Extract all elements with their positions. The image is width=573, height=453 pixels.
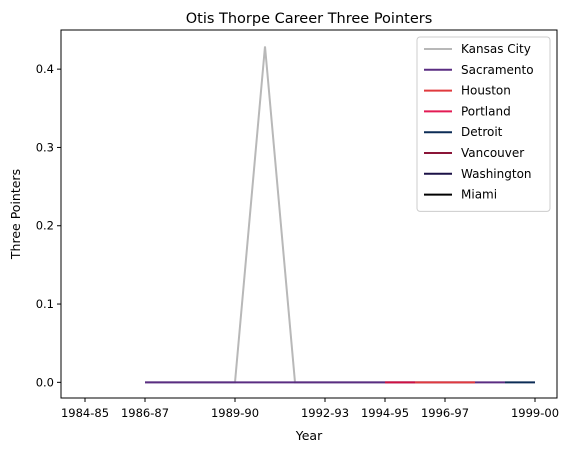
y-tick-label: 0.4 bbox=[36, 62, 54, 76]
legend-label: Detroit bbox=[461, 125, 503, 139]
x-tick-label: 1986-87 bbox=[121, 406, 169, 420]
legend: Kansas City Sacramento Houston Portland Detr… bbox=[416, 36, 551, 212]
legend-label: Kansas City bbox=[461, 42, 531, 56]
y-tick-label: 0.2 bbox=[36, 219, 54, 233]
x-axis: 1984-85 1986-87 1989-90 1992-93 1994-95 1996-… bbox=[61, 398, 559, 420]
y-tick-label: 0.3 bbox=[36, 140, 54, 154]
legend-label: Vancouver bbox=[461, 146, 524, 160]
plot-lines bbox=[145, 46, 535, 384]
x-tick-label: 1984-85 bbox=[61, 406, 109, 420]
plot-area-frame bbox=[60, 29, 558, 399]
y-axis: 0.0 0.1 0.2 0.3 0.4 bbox=[36, 62, 61, 389]
chart-title: Otis Thorpe Career Three Pointers bbox=[186, 11, 433, 27]
x-axis-label: Year bbox=[295, 428, 323, 443]
legend-label: Houston bbox=[461, 84, 511, 98]
legend-label: Miami bbox=[461, 188, 497, 202]
legend-box bbox=[416, 36, 551, 212]
legend-label: Sacramento bbox=[461, 63, 534, 77]
legend-label: Portland bbox=[461, 104, 511, 118]
legend-label: Washington bbox=[461, 167, 532, 181]
series-line-kansas-city bbox=[145, 46, 385, 384]
y-tick-label: 0.1 bbox=[36, 297, 54, 311]
x-tick-label: 1999-00 bbox=[511, 406, 559, 420]
x-tick-label: 1996-97 bbox=[421, 406, 469, 420]
x-tick-label: 1994-95 bbox=[361, 406, 409, 420]
y-axis-label: Three Pointers bbox=[8, 169, 23, 260]
x-tick-label: 1992-93 bbox=[301, 406, 349, 420]
y-tick-label: 0.0 bbox=[36, 375, 54, 389]
x-tick-label: 1989-90 bbox=[211, 406, 259, 420]
